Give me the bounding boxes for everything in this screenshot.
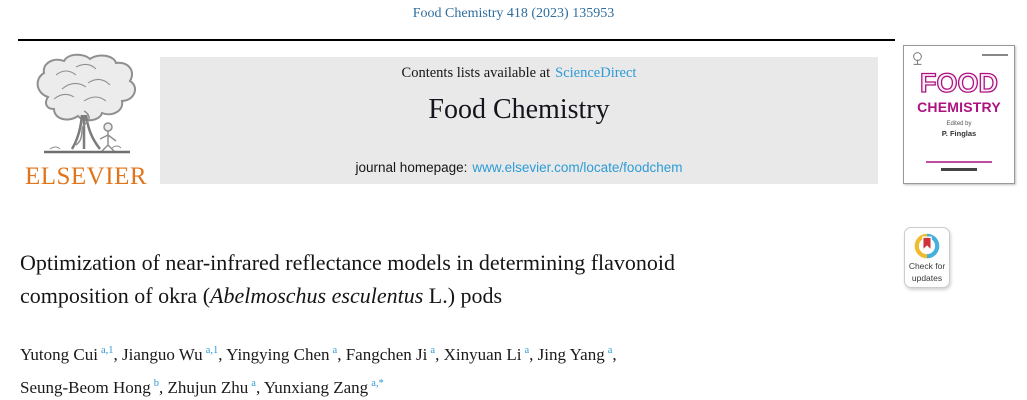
author-name: Yunxiang Zang (263, 378, 369, 397)
author-name: Yingying Chen (226, 345, 330, 364)
author-list: Yutong Cui a,1, Jianguo Wu a,1, Yingying C… (20, 340, 920, 400)
author-affiliation-superscript[interactable]: b (153, 378, 160, 389)
author-affiliation-superscript[interactable]: a,* (371, 378, 384, 389)
author-list-line2: Seung-Beom Hong b, Zhujun Zhu a, Yunxiang … (20, 373, 920, 400)
cover-edited-by-label: Edited by (946, 121, 972, 127)
author-separator: , (113, 345, 122, 364)
author-separator: , (529, 345, 538, 364)
cover-elsevier-tree-icon (911, 51, 924, 71)
author-name: Seung-Beom Hong (20, 378, 151, 397)
check-updates-label-line1: Check for (908, 261, 946, 271)
contents-text: Contents lists available at (401, 65, 551, 81)
author-name: Yutong Cui (20, 345, 98, 364)
author-affiliation-superscript[interactable]: a,1 (100, 345, 114, 356)
cover-fineprint-bar-dark (941, 168, 977, 171)
author-affiliation-superscript[interactable]: a,1 (205, 345, 219, 356)
journal-title: Food Chemistry (428, 94, 610, 125)
elsevier-logo: ELSEVIER (16, 53, 156, 191)
elsevier-tree-icon (26, 53, 146, 161)
author-list-line1: Yutong Cui a,1, Jianguo Wu a,1, Yingying C… (20, 340, 920, 373)
author-name: Zhujun Zhu (167, 378, 249, 397)
author-separator: , (337, 345, 346, 364)
journal-banner: Contents lists available at ScienceDirect… (160, 57, 878, 184)
author-affiliation-superscript[interactable]: a (524, 345, 530, 356)
homepage-line: journal homepage: www.elsevier.com/locate… (160, 160, 878, 175)
cover-fineprint-bar-magenta (926, 161, 992, 163)
author-separator: , (612, 345, 617, 364)
author-name: Fangchen Ji (345, 345, 428, 364)
cover-issn-fineprint-bar (982, 54, 1008, 56)
cover-editor-name: P. Finglas (941, 129, 977, 138)
article-title-species-italic: Abelmoschus esculentus (210, 283, 424, 308)
author-affiliation-superscript[interactable]: a (251, 378, 256, 389)
check-for-updates-badge[interactable]: Check for updates (904, 227, 950, 288)
article-title-line1: Optimization of near-infrared reflectanc… (20, 250, 676, 275)
author-name: Xinyuan Li (443, 345, 522, 364)
homepage-label: journal homepage: (355, 160, 468, 175)
elsevier-wordmark: ELSEVIER (24, 163, 148, 190)
author-affiliation-superscript[interactable]: a (607, 345, 613, 356)
journal-cover-thumbnail: FOOD CHEMISTRY Edited by P. Finglas (903, 45, 1015, 184)
contents-line: Contents lists available at ScienceDirect (160, 65, 878, 82)
author-affiliation-superscript[interactable]: a (430, 345, 436, 356)
sciencedirect-link[interactable]: ScienceDirect (555, 65, 637, 81)
article-title-line2-post: L.) pods (423, 283, 503, 308)
author-separator: , (435, 345, 444, 364)
homepage-link[interactable]: www.elsevier.com/locate/foodchem (472, 160, 683, 175)
article-title: Optimization of near-infrared reflectanc… (20, 246, 910, 312)
author-separator: , (159, 378, 168, 397)
journal-citation: Food Chemistry 418 (2023) 135953 (412, 6, 615, 21)
author-name: Jing Yang (537, 345, 605, 364)
article-title-line2-pre: composition of okra ( (20, 283, 211, 308)
author-name: Jianguo Wu (121, 345, 203, 364)
header-top-rule (18, 39, 895, 41)
crossmark-icon (905, 233, 949, 259)
author-affiliation-superscript[interactable]: a (332, 345, 338, 356)
check-updates-label-line2: updates (911, 273, 943, 283)
author-separator: , (218, 345, 227, 364)
article-title-line2: composition of okra (Abelmoschus esculen… (20, 279, 910, 312)
cover-title-chemistry: CHEMISTRY (917, 99, 1001, 115)
author-separator: , (255, 378, 264, 397)
cover-title-food: FOOD (919, 68, 998, 98)
